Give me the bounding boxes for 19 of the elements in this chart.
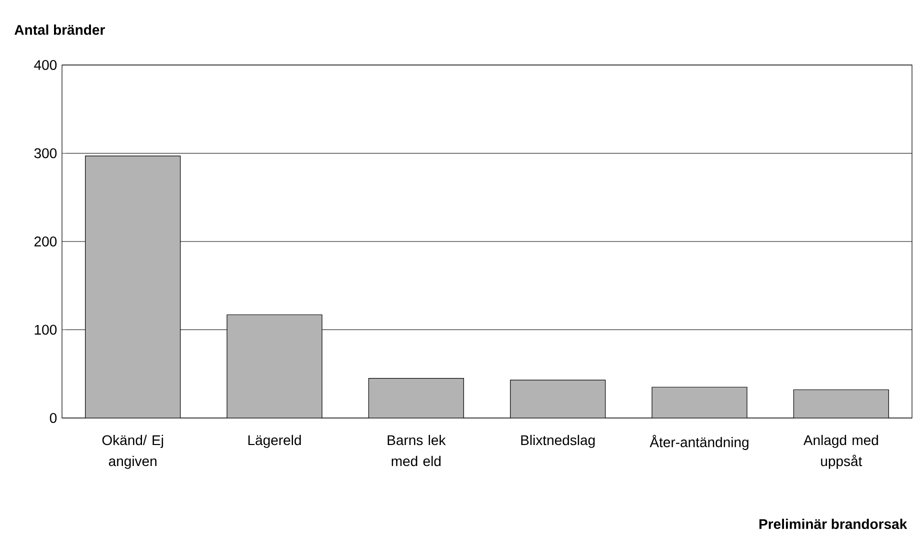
x-tick-label: Lägereld: [248, 434, 301, 448]
bar: [226, 314, 322, 418]
y-tick-label: 200: [34, 236, 57, 246]
y-tick-label: 400: [34, 60, 57, 70]
bar: [652, 386, 748, 418]
bar: [368, 378, 464, 418]
y-tick-label: 0: [50, 413, 57, 423]
x-axis-title: Preliminär brandorsak: [759, 518, 908, 530]
bar: [793, 389, 889, 418]
y-tick-label: 300: [34, 148, 57, 158]
x-tick-label: Åter-antändning: [650, 434, 748, 450]
x-tick-label: Blixtnedslag: [521, 434, 595, 448]
y-tick-label: 100: [34, 324, 57, 335]
x-tick-label: Barns lek med eld: [388, 434, 446, 466]
y-axis-title: Antal bränder: [14, 24, 105, 35]
x-tick-label: Anlagd med uppsåt: [803, 434, 878, 469]
bar: [510, 380, 606, 418]
bar: [85, 156, 181, 418]
x-tick-label: Okänd/ Ej angiven: [102, 434, 164, 469]
